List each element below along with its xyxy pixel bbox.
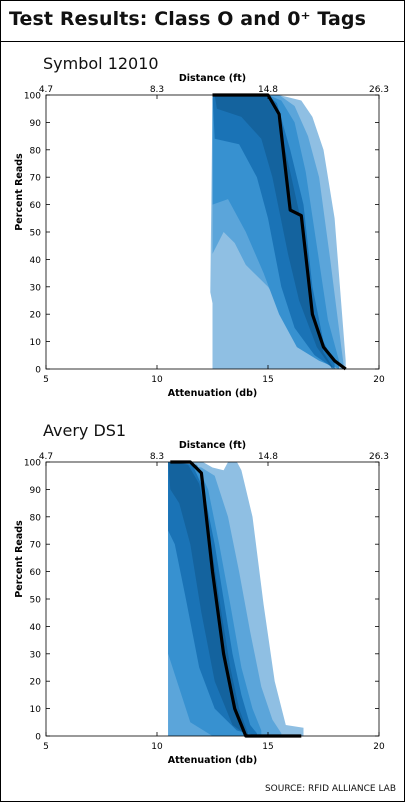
- x2-axis-label: Distance (ft): [179, 73, 246, 84]
- y-tick-label: 60: [30, 201, 42, 211]
- y-tick-label: 50: [30, 596, 42, 606]
- x-axis-label: Attenuation (db): [168, 388, 258, 399]
- header-divider: [1, 41, 404, 42]
- y-axis-label: Percent Reads: [14, 153, 25, 231]
- x-axis-label: Attenuation (db): [168, 755, 258, 766]
- distribution-band-inner: [168, 462, 248, 736]
- x2-tick-label: 4.7: [39, 452, 53, 462]
- y-tick-label: 20: [30, 678, 42, 688]
- y-tick-label: 30: [30, 283, 42, 293]
- y-tick-label: 0: [35, 733, 41, 743]
- x-tick-label: 5: [43, 375, 49, 385]
- source-credit: SOURCE: RFID ALLIANCE LAB: [264, 784, 396, 794]
- y-axis-label: Percent Reads: [14, 520, 25, 598]
- y-tick-label: 70: [30, 174, 42, 184]
- chart-1-title: Symbol 12010: [43, 54, 159, 73]
- chart-2-title: Avery DS1: [43, 421, 127, 440]
- page-title: Test Results: Class O and 0⁺ Tags: [9, 8, 367, 30]
- x2-tick-label: 4.7: [39, 85, 53, 95]
- x-tick-label: 20: [373, 375, 385, 385]
- y-tick-label: 90: [30, 486, 42, 496]
- y-tick-label: 80: [30, 513, 42, 523]
- chart-symbol-12010: 0 10 20 30 40 50 60 70 80 90 100 5 10 15 20 4.7 8.3 14.8 2…: [14, 73, 389, 399]
- y-tick-label: 50: [30, 229, 42, 239]
- x2-tick-label: 8.3: [150, 452, 164, 462]
- y-tick-label: 10: [30, 705, 42, 715]
- y-tick-label: 20: [30, 311, 42, 321]
- y-tick-label: 40: [30, 623, 42, 633]
- distribution-band-inner: [214, 95, 333, 369]
- y-tick-label: 90: [30, 119, 42, 129]
- y-tick-label: 60: [30, 568, 42, 578]
- x-tick-label: 15: [262, 742, 273, 752]
- x2-tick-label: 14.8: [258, 452, 278, 462]
- x2-tick-label: 14.8: [258, 85, 278, 95]
- chart-avery-ds1: 0 10 20 30 40 50 60 70 80 90 100 5 10 15 20 4.7 8.3 14.8 2…: [14, 440, 389, 766]
- y-tick-label: 0: [35, 366, 41, 376]
- x-tick-label: 15: [262, 375, 273, 385]
- y-tick-label: 100: [24, 459, 41, 469]
- x-tick-label: 20: [373, 742, 385, 752]
- x2-tick-label: 26.3: [369, 452, 389, 462]
- y-tick-label: 70: [30, 541, 42, 551]
- y-tick-label: 100: [24, 92, 41, 102]
- y-tick-label: 10: [30, 338, 42, 348]
- y-tick-label: 30: [30, 650, 42, 660]
- x-tick-label: 10: [151, 375, 163, 385]
- median-line: [170, 460, 302, 738]
- x2-tick-label: 26.3: [369, 85, 389, 95]
- x2-tick-label: 8.3: [150, 85, 164, 95]
- y-tick-label: 40: [30, 256, 42, 266]
- x-tick-label: 5: [43, 742, 49, 752]
- y-tick-label: 80: [30, 146, 42, 156]
- x-tick-label: 10: [151, 742, 163, 752]
- x2-axis-label: Distance (ft): [179, 440, 246, 451]
